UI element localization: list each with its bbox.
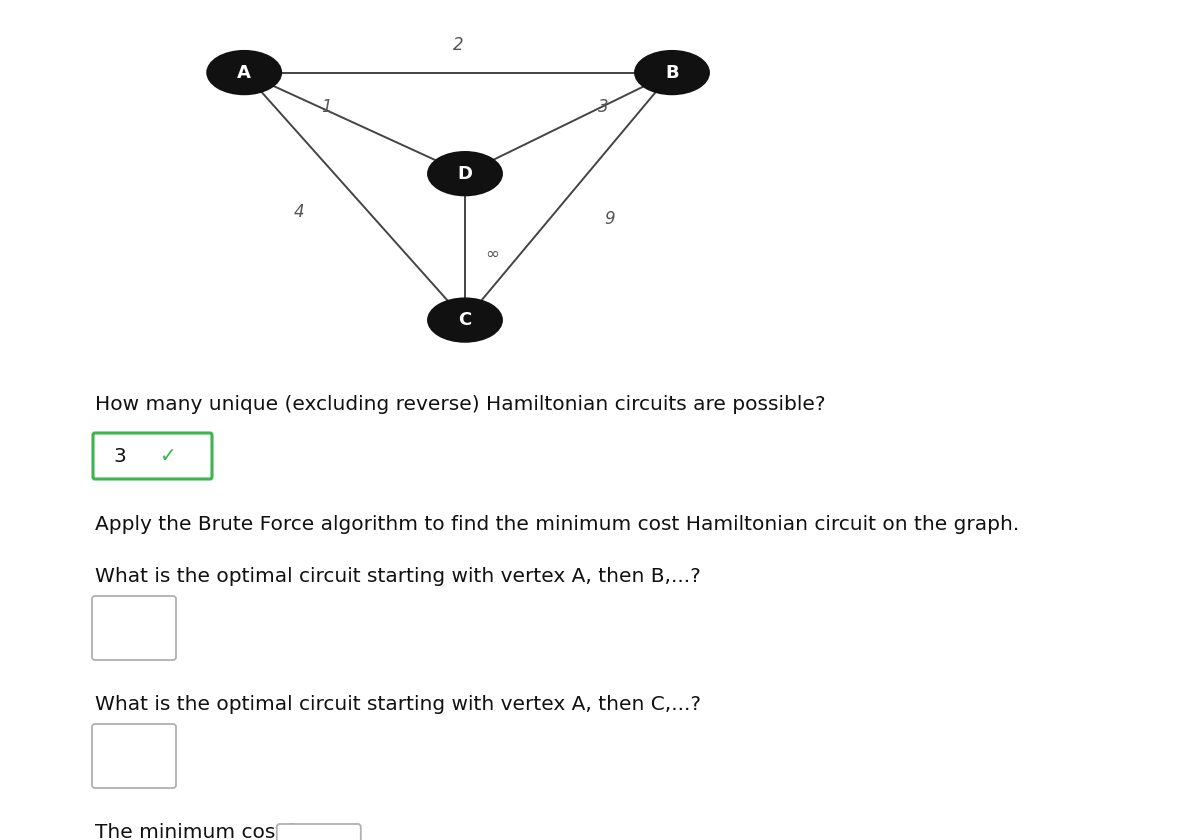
- Ellipse shape: [427, 297, 503, 343]
- Text: 1: 1: [322, 98, 332, 117]
- Text: How many unique (excluding reverse) Hamiltonian circuits are possible?: How many unique (excluding reverse) Hami…: [95, 395, 826, 414]
- Text: 2: 2: [452, 35, 463, 54]
- Text: 3: 3: [113, 447, 126, 465]
- Text: ✓: ✓: [160, 447, 176, 465]
- Ellipse shape: [634, 50, 710, 95]
- Text: 3: 3: [598, 98, 608, 117]
- Text: Apply the Brute Force algorithm to find the minimum cost Hamiltonian circuit on : Apply the Brute Force algorithm to find …: [95, 515, 1019, 534]
- FancyBboxPatch shape: [92, 724, 176, 788]
- Text: The minimum cost is: The minimum cost is: [95, 823, 306, 840]
- Text: D: D: [457, 165, 473, 182]
- FancyBboxPatch shape: [92, 596, 176, 660]
- Ellipse shape: [427, 151, 503, 197]
- Text: A: A: [238, 64, 251, 81]
- Text: .: .: [362, 837, 368, 840]
- Text: B: B: [665, 64, 679, 81]
- Text: What is the optimal circuit starting with vertex A, then C,...?: What is the optimal circuit starting wit…: [95, 695, 701, 714]
- Text: What is the optimal circuit starting with vertex A, then B,...?: What is the optimal circuit starting wit…: [95, 567, 701, 586]
- FancyBboxPatch shape: [94, 433, 212, 479]
- Text: C: C: [458, 311, 472, 329]
- Text: 9: 9: [605, 210, 616, 228]
- Text: 4: 4: [294, 203, 305, 221]
- Ellipse shape: [206, 50, 282, 95]
- FancyBboxPatch shape: [277, 824, 361, 840]
- Text: ∞: ∞: [486, 244, 499, 263]
